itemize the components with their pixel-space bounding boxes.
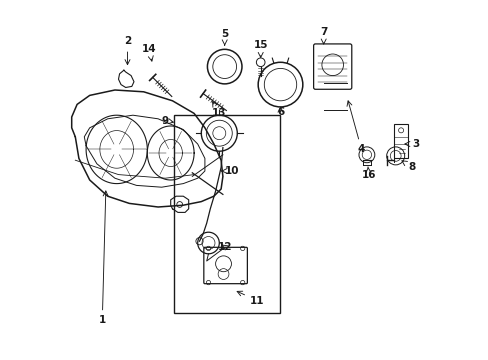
Text: 15: 15 bbox=[253, 40, 267, 57]
Text: 11: 11 bbox=[237, 291, 264, 306]
Text: 1: 1 bbox=[99, 191, 108, 325]
Text: 9: 9 bbox=[162, 116, 173, 126]
Text: 6: 6 bbox=[276, 107, 284, 117]
Text: 2: 2 bbox=[123, 36, 131, 64]
Bar bbox=[174, 115, 280, 313]
Text: 8: 8 bbox=[401, 161, 415, 172]
Text: 10: 10 bbox=[221, 166, 239, 176]
Text: 13: 13 bbox=[212, 102, 226, 118]
Text: 7: 7 bbox=[319, 27, 327, 44]
Text: 16: 16 bbox=[361, 167, 375, 180]
Text: 4: 4 bbox=[346, 101, 365, 154]
Text: 14: 14 bbox=[142, 44, 156, 61]
Text: 12: 12 bbox=[217, 242, 231, 252]
Text: 5: 5 bbox=[221, 29, 228, 45]
Text: 3: 3 bbox=[404, 139, 418, 149]
